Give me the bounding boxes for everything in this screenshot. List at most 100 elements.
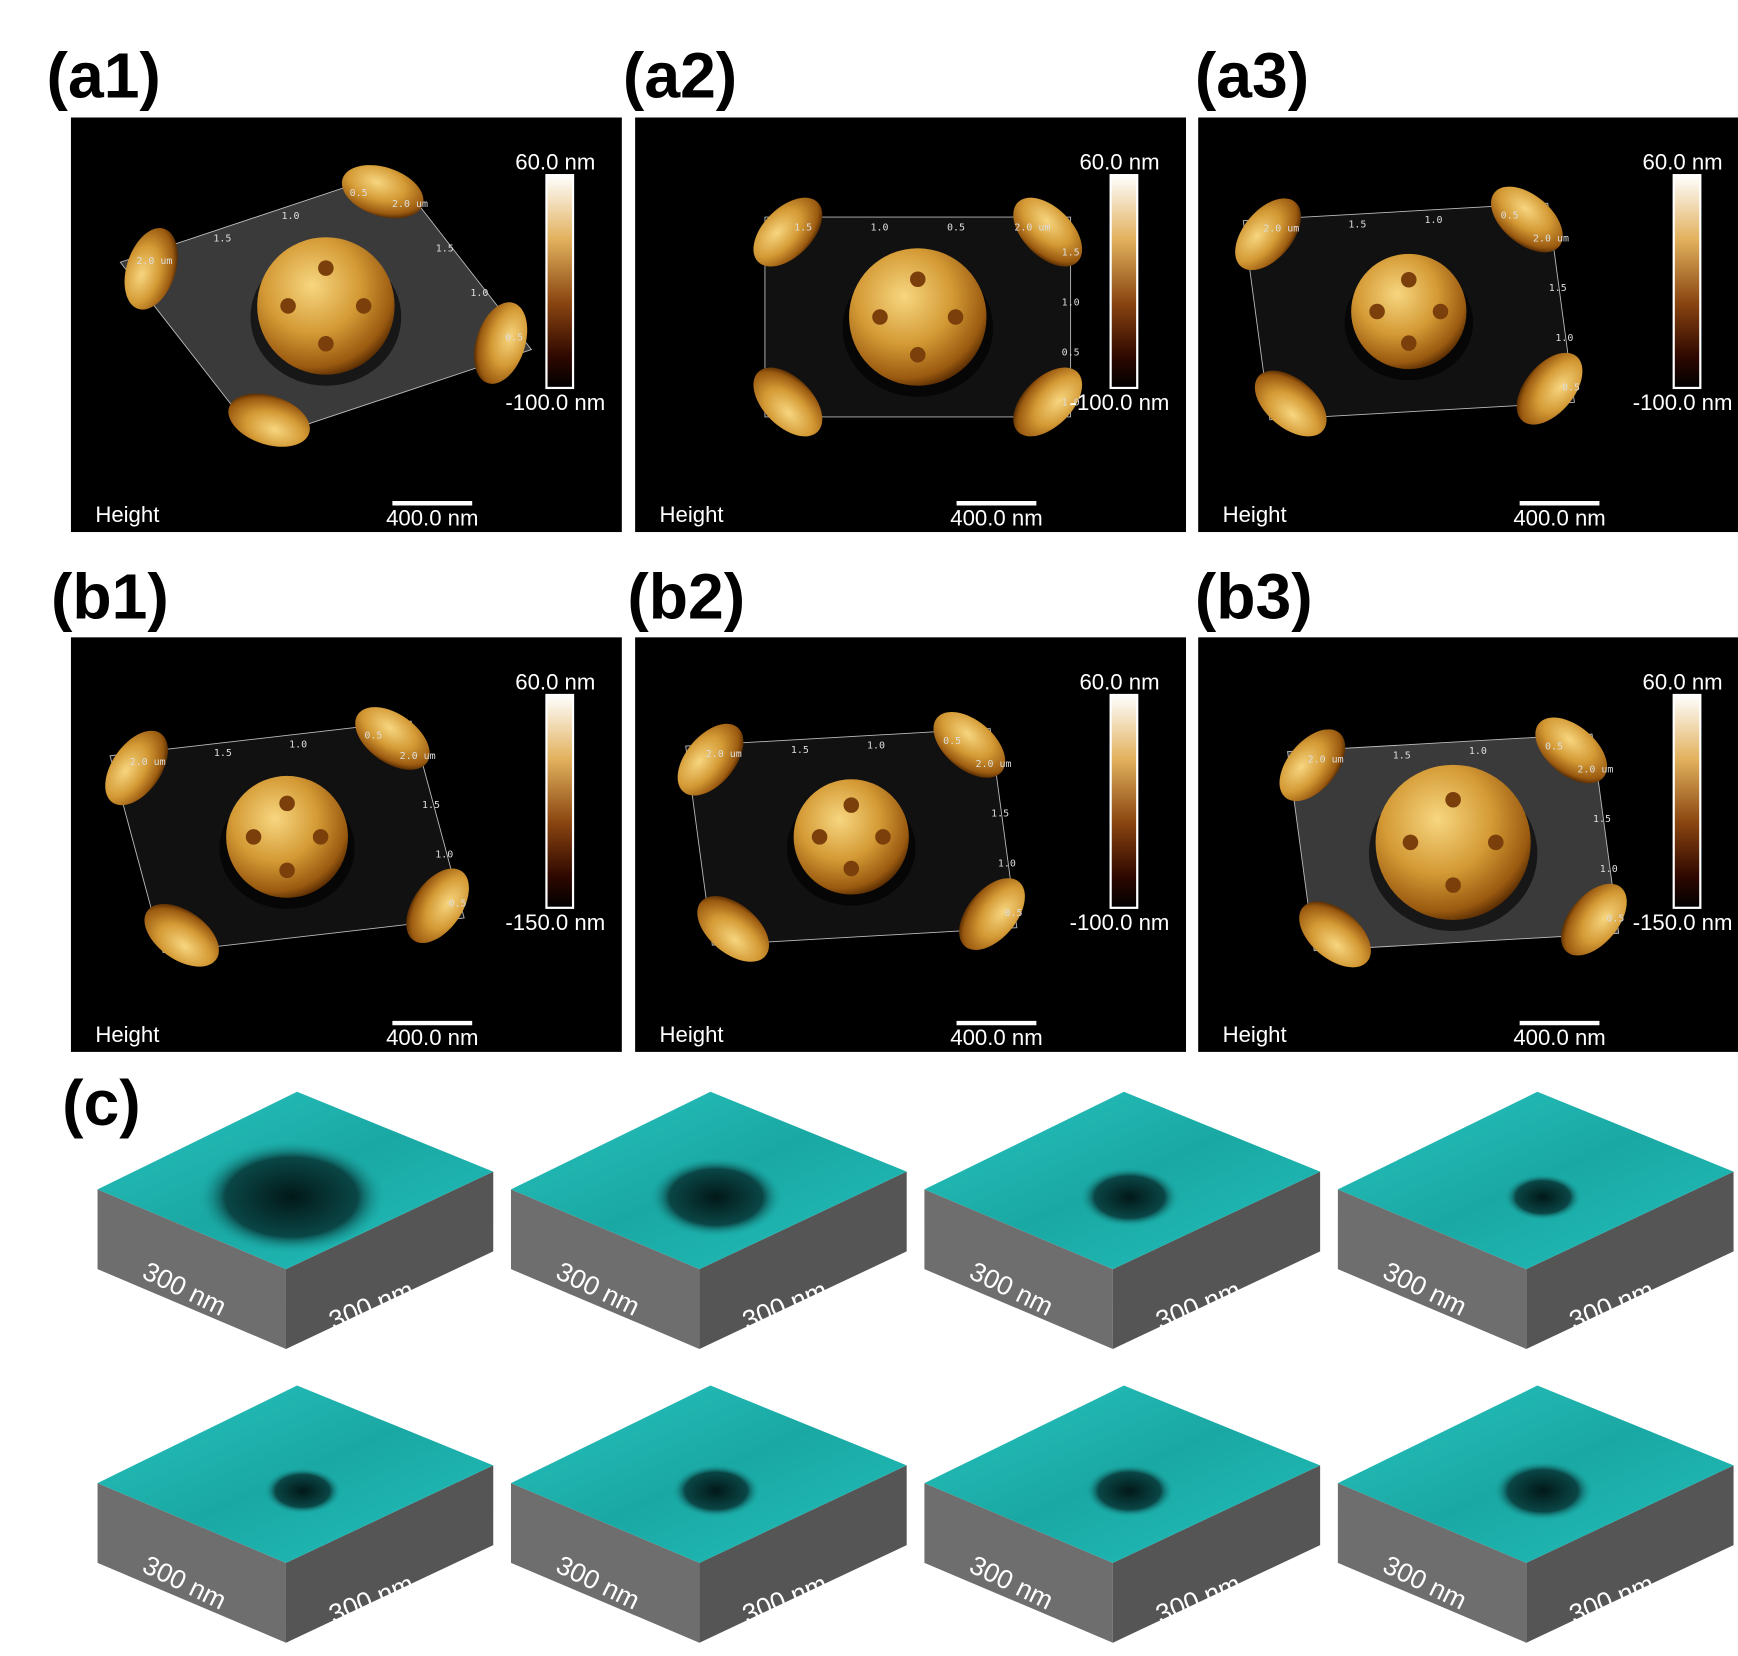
disk-pit xyxy=(313,829,329,845)
surface-feature xyxy=(1080,1167,1180,1227)
panel-label: (b2) xyxy=(627,561,745,633)
axis-tick-label: 0.5 xyxy=(1501,211,1519,222)
colorbar-min: -100.0 nm xyxy=(1070,910,1170,935)
axis-tick-label: 1.0 xyxy=(867,740,885,751)
disk-pit xyxy=(1401,335,1417,351)
disk-pit xyxy=(1433,304,1449,320)
colorbar-max: 60.0 nm xyxy=(515,669,595,694)
colorbar xyxy=(1674,695,1701,908)
axis-tick-label: 0.5 xyxy=(1562,383,1580,394)
axis-tick-label: 0.5 xyxy=(1545,742,1563,753)
axis-tick-label: 1.5 xyxy=(1593,814,1611,825)
colorbar xyxy=(546,175,573,388)
afm-block xyxy=(98,1386,494,1643)
disk-pit xyxy=(910,347,926,363)
colorbar xyxy=(1111,695,1138,908)
axis-tick-label: 0.5 xyxy=(1005,908,1023,919)
colorbar xyxy=(1111,175,1138,388)
colorbar-min: -100.0 nm xyxy=(505,390,605,415)
afm-scene xyxy=(665,699,1038,975)
scale-bar-label: 400.0 nm xyxy=(1513,1025,1605,1050)
surface-feature xyxy=(672,1464,761,1517)
axis-tick-label: 1.5 xyxy=(213,234,231,245)
colorbar-min: -150.0 nm xyxy=(505,910,605,935)
axis-tick-label: 0.5 xyxy=(947,222,965,233)
afm-scene xyxy=(1222,174,1595,450)
central-disk xyxy=(849,248,986,385)
afm-block xyxy=(1338,1092,1734,1349)
axis-tick-label: 1.5 xyxy=(436,244,454,255)
caption: Height xyxy=(660,1022,724,1047)
afm-block xyxy=(924,1092,1320,1349)
colorbar-max: 60.0 nm xyxy=(1643,669,1723,694)
figure: (a1)2.0 um1.51.00.52.0 um1.51.00.5Height… xyxy=(0,0,1738,1656)
central-disk xyxy=(257,237,394,374)
axis-tick-label: 1.5 xyxy=(794,222,812,233)
axis-tick-label: 0.5 xyxy=(350,188,368,199)
caption: Height xyxy=(1223,1022,1287,1047)
scale-bar-label: 400.0 nm xyxy=(950,505,1042,530)
scale-bar-label: 400.0 nm xyxy=(1513,505,1605,530)
central-disk xyxy=(794,779,909,894)
afm-block xyxy=(1338,1386,1734,1643)
axis-tick-label: 1.0 xyxy=(470,288,488,299)
axis-tick-label: 0.5 xyxy=(364,731,382,742)
axis-tick-label: 1.5 xyxy=(214,748,232,759)
disk-pit xyxy=(1369,304,1385,320)
disk-pit xyxy=(318,336,334,352)
axis-tick-label: 2.0 um xyxy=(1533,233,1569,244)
disk-pit xyxy=(356,298,372,314)
colorbar-max: 60.0 nm xyxy=(1079,150,1159,175)
disk-pit xyxy=(280,298,296,314)
afm-scene xyxy=(92,694,481,979)
axis-tick-label: 1.5 xyxy=(1062,247,1080,258)
axis-tick-label: 2.0 um xyxy=(1308,755,1344,766)
axis-tick-label: 2.0 um xyxy=(706,749,742,760)
caption: Height xyxy=(95,1022,159,1047)
surface-feature xyxy=(1085,1464,1174,1517)
disk-pit xyxy=(812,829,828,845)
axis-tick-label: 1.5 xyxy=(1393,750,1411,761)
disk-pit xyxy=(246,829,262,845)
axis-tick-label: 2.0 um xyxy=(1014,222,1050,233)
axis-tick-label: 1.0 xyxy=(1600,864,1618,875)
caption: Height xyxy=(660,502,724,527)
afm-block xyxy=(511,1386,907,1643)
central-disk xyxy=(226,776,348,898)
axis-tick-label: 1.0 xyxy=(998,858,1016,869)
axis-tick-label: 0.5 xyxy=(1062,347,1080,358)
axis-tick-label: 1.0 xyxy=(1555,333,1573,344)
disk-pit xyxy=(844,861,860,877)
afm-block xyxy=(98,1092,494,1349)
axis-tick-label: 2.0 um xyxy=(400,751,436,762)
axis-tick-label: 1.0 xyxy=(871,222,889,233)
disk-pit xyxy=(844,797,860,813)
colorbar-max: 60.0 nm xyxy=(1643,150,1723,175)
surface-feature xyxy=(197,1141,385,1254)
axis-tick-label: 2.0 um xyxy=(392,199,428,210)
axis-tick-label: 1.0 xyxy=(1469,746,1487,757)
axis-tick-label: 1.0 xyxy=(282,211,300,222)
colorbar-min: -150.0 nm xyxy=(1633,910,1733,935)
axis-tick-label: 2.0 um xyxy=(976,759,1012,770)
panel-label: (b3) xyxy=(1195,561,1313,633)
page: {"panels": [ {"label": "(a1)", "caption"… xyxy=(0,0,1738,1656)
colorbar xyxy=(1674,175,1701,388)
axis-tick-label: 2.0 um xyxy=(130,757,166,768)
afm-block xyxy=(924,1386,1320,1643)
surface-feature xyxy=(650,1157,783,1237)
axis-tick-label: 1.0 xyxy=(1062,297,1080,308)
panel-label: (a3) xyxy=(1195,40,1309,112)
axis-tick-label: 0.5 xyxy=(1606,914,1624,925)
panel-label: (c) xyxy=(62,1067,141,1139)
disk-pit xyxy=(318,260,334,276)
disk-pit xyxy=(1445,792,1461,808)
afm-scene xyxy=(1267,705,1640,981)
surface-feature xyxy=(1504,1174,1582,1221)
surface-feature xyxy=(264,1468,342,1515)
axis-tick-label: 2.0 um xyxy=(1263,224,1299,235)
axis-tick-label: 2.0 um xyxy=(1577,764,1613,775)
disk-pit xyxy=(1401,272,1417,288)
scale-bar-label: 400.0 nm xyxy=(950,1025,1042,1050)
axis-tick-label: 1.0 xyxy=(1425,215,1443,226)
